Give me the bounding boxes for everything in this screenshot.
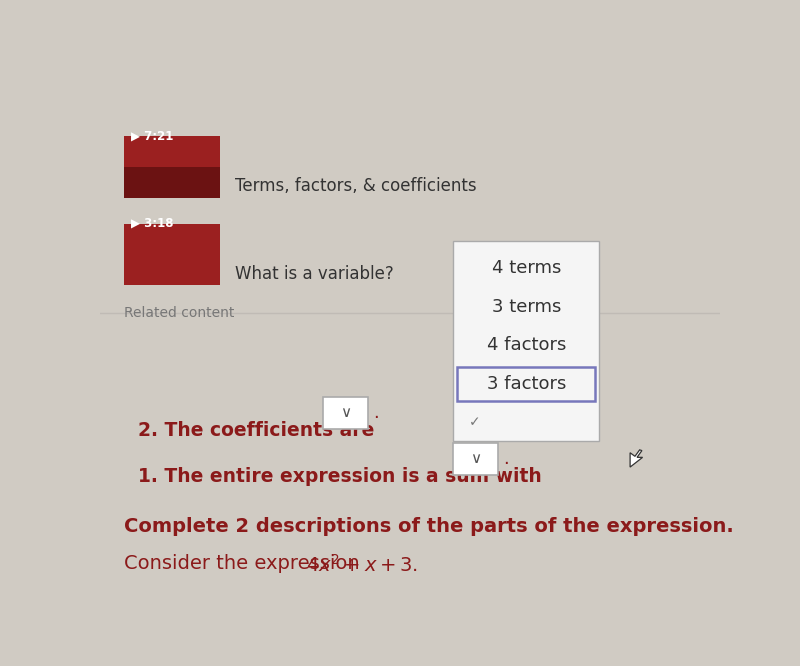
Text: .: . — [503, 450, 509, 468]
Bar — [123, 167, 220, 198]
Text: 1. The entire expression is a sum with: 1. The entire expression is a sum with — [138, 467, 542, 486]
Bar — [123, 137, 220, 198]
Text: ∨: ∨ — [470, 452, 482, 466]
Text: Consider the expression: Consider the expression — [123, 554, 366, 573]
Bar — [454, 443, 498, 475]
Text: Terms, factors, & coefficients: Terms, factors, & coefficients — [235, 177, 477, 195]
Text: 2. The coefficients are: 2. The coefficients are — [138, 421, 375, 440]
Text: 4 factors: 4 factors — [486, 336, 566, 354]
Text: ✓: ✓ — [469, 415, 481, 429]
Text: .: . — [373, 404, 378, 422]
Bar — [454, 242, 599, 442]
Text: ▶ 3:18: ▶ 3:18 — [131, 216, 174, 230]
Text: ▶ 7:21: ▶ 7:21 — [131, 129, 174, 143]
Text: 3 terms: 3 terms — [491, 298, 561, 316]
Bar — [123, 224, 220, 285]
Text: Complete 2 descriptions of the parts of the expression.: Complete 2 descriptions of the parts of … — [123, 517, 734, 536]
Text: Related content: Related content — [123, 306, 234, 320]
Bar — [457, 366, 595, 401]
Text: What is a variable?: What is a variable? — [235, 264, 394, 282]
Bar — [323, 397, 368, 429]
Text: $4x^2 + x + 3$.: $4x^2 + x + 3$. — [306, 554, 418, 576]
Text: 3 factors: 3 factors — [486, 375, 566, 393]
Text: ∨: ∨ — [340, 405, 351, 420]
Polygon shape — [630, 450, 642, 467]
Text: 4 terms: 4 terms — [491, 259, 561, 277]
